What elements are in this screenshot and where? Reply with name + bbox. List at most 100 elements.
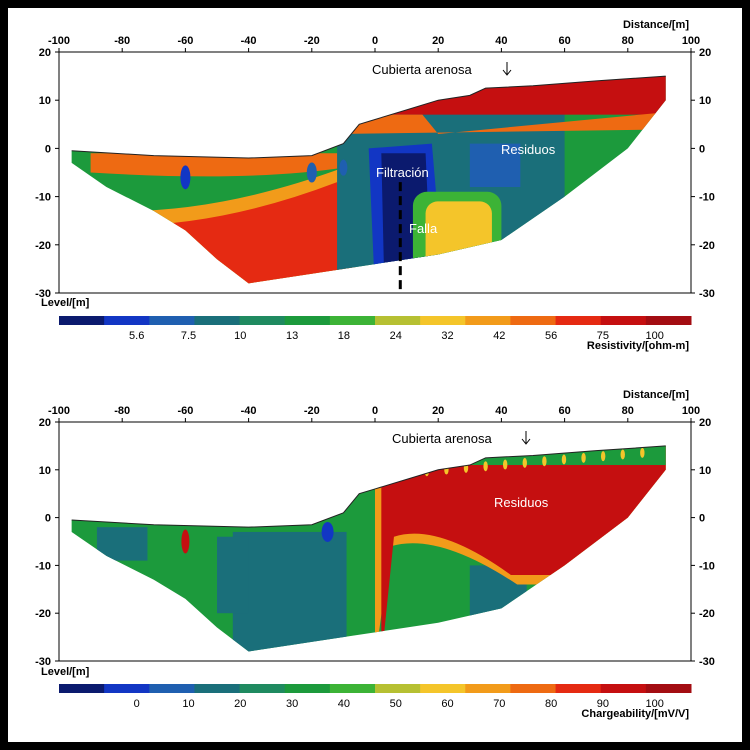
y-tick-label-right: -20: [699, 608, 715, 620]
x-tick-label: -100: [48, 35, 70, 47]
y-tick-label-left: 0: [45, 513, 51, 525]
colorbar-swatch: [420, 316, 466, 325]
y-tick-label-left: -20: [35, 608, 51, 620]
colorbar-title: Chargeability/[mV/V]: [581, 708, 689, 720]
colorbar-tick-label: 90: [597, 698, 609, 710]
colorbar-tick-label: 42: [493, 330, 505, 342]
y-tick-label-right: -20: [699, 240, 715, 252]
x-tick-label: 100: [682, 405, 700, 417]
y-tick-label-right: 20: [699, 47, 711, 59]
cover-fringe: [522, 457, 527, 468]
colorbar-swatch: [375, 684, 421, 693]
y-tick-label-right: 0: [699, 513, 705, 525]
y-tick-label-right: -30: [699, 656, 715, 668]
teal-block: [232, 531, 347, 652]
colorbar-swatch: [510, 316, 557, 325]
colorbar-tick-label: 56: [545, 330, 557, 342]
y-tick-label-right: -10: [699, 560, 715, 572]
arrow-icon: [521, 431, 531, 445]
colorbar-swatch: [194, 684, 241, 693]
shallow-red: [90, 153, 344, 177]
cover-fringe: [581, 452, 586, 463]
surface-line: [71, 445, 666, 528]
x-axis-title: Distance/[m]: [623, 19, 689, 31]
colorbar-tick-label: 13: [286, 330, 298, 342]
colorbar-swatch: [420, 684, 466, 693]
colorbar-swatch: [510, 684, 557, 693]
colorbar-tick-label: 10: [234, 330, 246, 342]
x-tick-label: -80: [114, 405, 130, 417]
colorbar-swatch: [104, 316, 150, 325]
x-tick-label: -80: [114, 35, 130, 47]
x-tick-label: 20: [432, 35, 444, 47]
y-tick-label-right: 0: [699, 143, 705, 155]
colorbar-swatch: [59, 316, 105, 325]
y-tick-label-right: 10: [699, 95, 711, 107]
colorbar-tick-label: 70: [493, 698, 505, 710]
cover-fringe: [483, 461, 488, 472]
teal-patch: [217, 536, 249, 614]
surface-line: [71, 75, 666, 159]
x-tick-label: 40: [495, 405, 507, 417]
y-tick-label-right: 10: [699, 465, 711, 477]
colorbar-tick-label: 80: [545, 698, 557, 710]
colorbar-swatch: [284, 684, 331, 693]
colorbar-swatch: [555, 684, 602, 693]
colorbar: 0 10 20 30 40 50 60 70 80 90 100Chargeability/[mV/…: [59, 684, 692, 720]
blue-blob: [321, 521, 334, 542]
x-tick-label: -40: [241, 35, 257, 47]
blue-pocket: [469, 143, 521, 187]
annotation-cover: Cubierta arenosa: [372, 62, 472, 77]
colorbar-tick-label: 18: [338, 330, 350, 342]
colorbar-tick-label: 7.5: [181, 330, 196, 342]
colorbar-tick-label: 75: [597, 330, 609, 342]
blue-blob: [180, 165, 191, 190]
colorbar-swatch: [149, 684, 195, 693]
colorbar-swatch: [375, 316, 421, 325]
cover-fringe: [561, 454, 567, 465]
colorbar-title: Resistivity/[ohm-m]: [587, 340, 689, 352]
annotation-cover: Cubierta arenosa: [392, 431, 492, 446]
annotation-leak: Filtración: [376, 165, 429, 180]
colorbar-tick-label: 0: [134, 698, 140, 710]
colorbar-tick-label: 100: [646, 330, 664, 342]
x-tick-label: -100: [48, 405, 70, 417]
y-tick-label-right: -10: [699, 192, 715, 204]
y-tick-label-left: 20: [39, 417, 51, 429]
colorbar-swatch: [239, 316, 286, 325]
x-tick-label: 100: [682, 35, 700, 47]
colorbar-tick-label: 50: [390, 698, 402, 710]
x-tick-label: -20: [304, 405, 320, 417]
colorbar-tick-label: 20: [234, 698, 246, 710]
y-tick-label-left: 20: [39, 47, 51, 59]
colorbar-swatch: [329, 316, 376, 325]
colorbar-tick-label: 24: [390, 330, 402, 342]
colorbar-swatch: [555, 316, 602, 325]
colorbar-tick-label: 32: [441, 330, 453, 342]
y-tick-label-left: -10: [35, 192, 51, 204]
y-tick-label-left: -20: [35, 240, 51, 252]
colorbar-tick-label: 30: [286, 698, 298, 710]
red-blob: [181, 529, 190, 554]
cover-fringe: [542, 456, 547, 467]
cover-fringe: [502, 459, 508, 470]
y-tick-label-left: -10: [35, 560, 51, 572]
cover-transition: [337, 109, 666, 134]
y-tick-label-left: -30: [35, 656, 51, 668]
x-tick-label: -60: [177, 35, 193, 47]
cover-fringe: [600, 451, 606, 462]
colorbar-swatch: [104, 684, 150, 693]
y-axis-title: Level/[m]: [41, 666, 90, 678]
colorbar-swatch: [600, 684, 647, 693]
x-tick-label: 40: [495, 35, 507, 47]
colorbar-swatch: [149, 316, 195, 325]
colorbar-swatch: [329, 684, 376, 693]
y-tick-label-left: 10: [39, 465, 51, 477]
x-tick-label: -40: [241, 405, 257, 417]
y-tick-label-right: 20: [699, 417, 711, 429]
colorbar-swatch: [600, 316, 647, 325]
colorbar-swatch: [465, 316, 511, 325]
